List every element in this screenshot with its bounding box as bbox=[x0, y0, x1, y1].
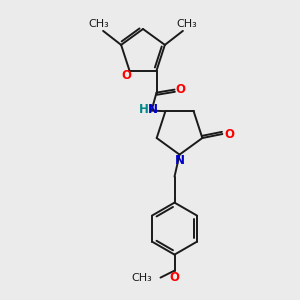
Text: O: O bbox=[169, 271, 179, 284]
Text: O: O bbox=[176, 83, 185, 96]
Text: O: O bbox=[224, 128, 234, 140]
Text: O: O bbox=[122, 69, 131, 82]
Text: CH₃: CH₃ bbox=[89, 19, 110, 29]
Text: CH₃: CH₃ bbox=[176, 19, 197, 29]
Text: CH₃: CH₃ bbox=[132, 273, 152, 283]
Text: N: N bbox=[175, 154, 184, 167]
Text: H: H bbox=[139, 103, 148, 116]
Text: N: N bbox=[148, 103, 158, 116]
